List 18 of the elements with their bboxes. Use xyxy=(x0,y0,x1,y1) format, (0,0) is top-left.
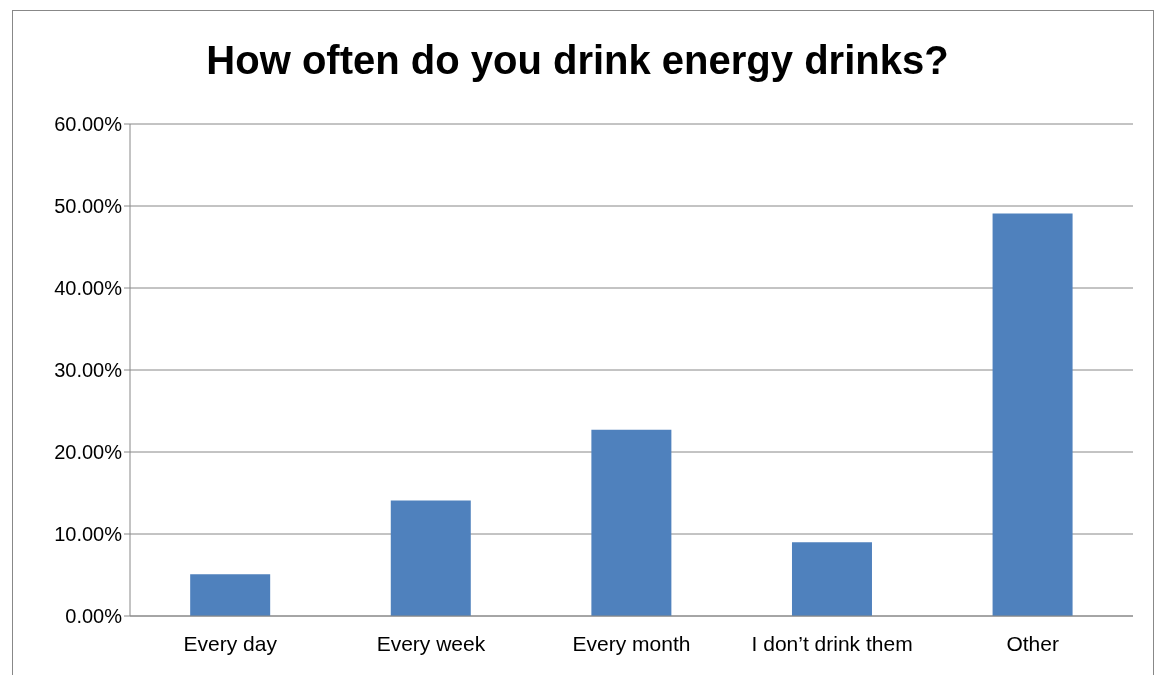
x-tick-label: Every day xyxy=(183,631,278,655)
x-tick-label: Every week xyxy=(376,631,486,655)
bar xyxy=(190,574,271,616)
y-tick-label: 10.00% xyxy=(54,523,123,546)
x-tick-label: Other xyxy=(1006,631,1059,655)
x-tick-label: I don’t drink them xyxy=(751,631,913,655)
x-tick-label: Every month xyxy=(572,631,691,655)
bar xyxy=(791,542,872,616)
bar xyxy=(992,213,1073,616)
chart-title: How often do you drink energy drinks? xyxy=(205,38,950,83)
y-tick-label: 60.00% xyxy=(54,113,123,136)
y-tick-label: 30.00% xyxy=(54,359,123,382)
y-tick-label: 50.00% xyxy=(54,195,123,218)
bar xyxy=(591,429,672,616)
y-tick-label: 40.00% xyxy=(54,277,123,300)
y-tick-label: 20.00% xyxy=(54,441,123,464)
bar xyxy=(390,500,471,616)
y-tick-label: 0.00% xyxy=(65,605,123,628)
